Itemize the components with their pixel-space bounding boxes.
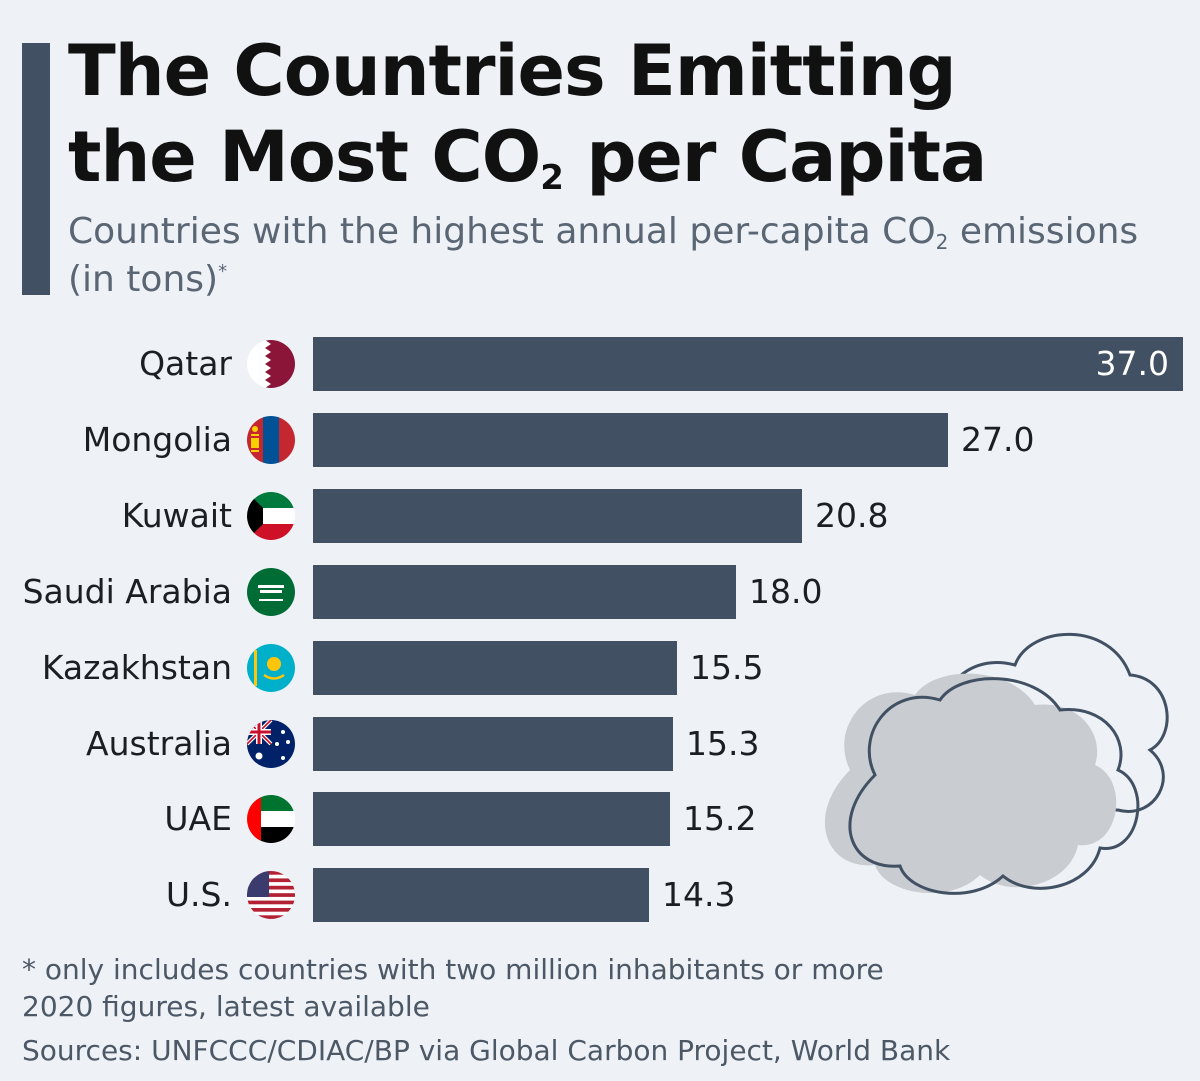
bar-row: Saudi Arabia 18.0 xyxy=(0,564,1200,619)
subtitle: Countries with the highest annual per-ca… xyxy=(68,208,1188,304)
bar-row: UAE 15.2 xyxy=(0,792,1200,847)
bar xyxy=(313,716,673,771)
value-label: 15.5 xyxy=(690,647,764,687)
saudi-arabia-flag-icon xyxy=(247,567,295,616)
title-accent-bar xyxy=(22,43,50,295)
title-line-2-start: the Most CO xyxy=(68,116,541,198)
value-label: 15.2 xyxy=(683,799,757,839)
kuwait-flag-icon xyxy=(247,491,295,540)
category-label: UAE xyxy=(164,799,232,839)
category-label: Australia xyxy=(86,723,232,763)
category-label: Kazakhstan xyxy=(41,647,232,687)
bar xyxy=(313,564,736,619)
category-label: Kuwait xyxy=(121,495,232,535)
subtitle-start: Countries with the highest annual per-ca… xyxy=(68,211,936,252)
bar xyxy=(313,640,677,695)
bar xyxy=(313,337,1183,391)
title-line-2-end: per Capita xyxy=(562,116,987,198)
subtitle-footnote-mark: * xyxy=(218,261,228,282)
value-label: 14.3 xyxy=(662,875,736,915)
footnote-year: 2020 figures, latest available xyxy=(22,990,430,1023)
title-line-2: the Most CO2 per Capita xyxy=(68,114,987,200)
australia-flag-icon xyxy=(247,719,295,768)
bar-row: U.S. 14.3 xyxy=(0,868,1200,923)
footnote-inhabitants: * only includes countries with two milli… xyxy=(22,953,884,986)
subtitle-subscript: 2 xyxy=(935,230,949,254)
qatar-flag-icon xyxy=(247,340,295,388)
bar xyxy=(313,412,948,467)
bar-row: Australia 15.3 xyxy=(0,716,1200,771)
value-label: 27.0 xyxy=(961,419,1035,459)
footnote-sources: Sources: UNFCCC/CDIAC/BP via Global Carb… xyxy=(22,1034,951,1067)
cloud-icon xyxy=(824,632,1169,895)
bar xyxy=(313,488,802,543)
bar xyxy=(313,792,670,847)
category-label: Saudi Arabia xyxy=(22,571,232,611)
page-title: The Countries Emitting the Most CO2 per … xyxy=(68,28,987,200)
bar-row: Mongolia 27.0 xyxy=(0,412,1200,467)
value-label: 18.0 xyxy=(749,571,823,611)
title-line-1: The Countries Emitting xyxy=(68,30,957,112)
value-label: 20.8 xyxy=(815,495,889,535)
us-flag-icon xyxy=(247,871,295,920)
category-label: U.S. xyxy=(165,875,232,915)
category-label: Qatar xyxy=(139,344,232,383)
category-label: Mongolia xyxy=(82,419,232,459)
bar-row: Kuwait 20.8 xyxy=(0,488,1200,543)
bar-row: Qatar 37.0 xyxy=(0,337,1200,391)
subtitle-end: emissions (in tons) xyxy=(68,211,1139,300)
mongolia-flag-icon xyxy=(247,415,295,464)
bar-row: Kazakhstan 15.5 xyxy=(0,640,1200,695)
uae-flag-icon xyxy=(247,795,295,844)
bar xyxy=(313,868,649,923)
value-label: 37.0 xyxy=(1095,344,1169,383)
kazakhstan-flag-icon xyxy=(247,643,295,692)
value-label: 15.3 xyxy=(686,723,760,763)
title-subscript: 2 xyxy=(540,158,564,198)
